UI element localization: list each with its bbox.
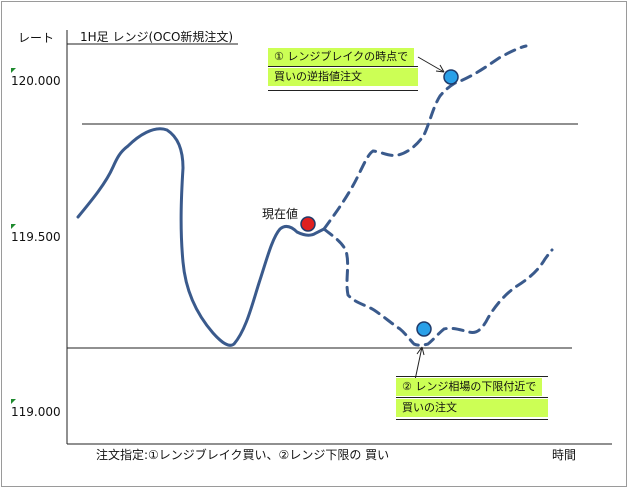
order-footer-text: 注文指定:①レンジブレイク買い、②レンジ下限の 買い (96, 448, 390, 462)
y-tick-marker (11, 224, 16, 229)
y-tick-119000: 119.000 (11, 405, 61, 419)
annotation-2-underline (396, 419, 548, 420)
projection-breakout-line (322, 44, 528, 231)
annotation-2-divider (396, 397, 548, 398)
annotation-1-line2: 買いの逆指値注文 (268, 68, 418, 86)
y-tick-119500: 119.500 (11, 230, 61, 244)
y-axis-label: レート (18, 31, 55, 45)
y-tick-marker (11, 399, 16, 404)
current-price-dot (300, 216, 316, 232)
annotation-1-arrowhead (435, 64, 445, 73)
y-tick-120000: 120.000 (11, 74, 61, 88)
annotation-2-arrow (414, 346, 423, 381)
annotation-1-arrow (417, 56, 445, 73)
current-price-label: 現在値 (262, 207, 299, 221)
annotation-2-line1: ② レンジ相場の下限付近で (396, 378, 543, 396)
annotation-2-arrowhead (416, 346, 425, 356)
range-bottom-order-dot (416, 321, 432, 337)
annotation-2-overline (396, 376, 548, 377)
price-history-line (76, 127, 326, 347)
annotation-1-underline (268, 66, 418, 67)
projection-range-bottom-line (322, 227, 554, 347)
breakout-order-dot (443, 69, 459, 85)
annotation-1-underline-2 (268, 90, 418, 91)
chart-title: 1H足 レンジ(OCO新規注文) (80, 30, 234, 44)
annotation-2-line2: 買いの注文 (396, 399, 548, 417)
x-axis-label: 時間 (552, 448, 577, 462)
annotation-1-line1: ① レンジブレイクの時点で (268, 48, 415, 66)
y-tick-marker (11, 68, 16, 73)
